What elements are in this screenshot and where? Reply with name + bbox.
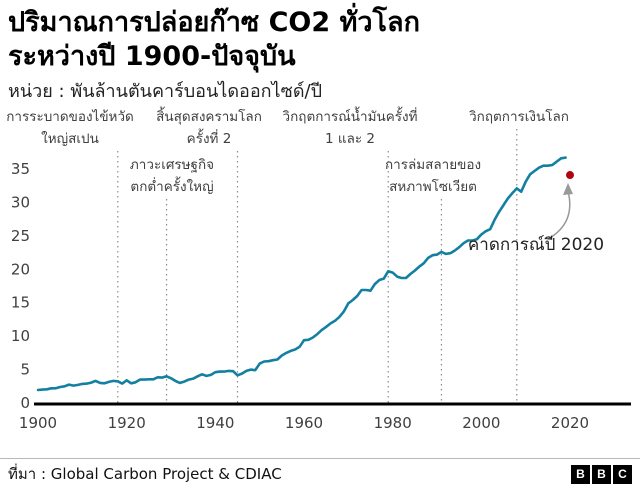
event-label: การระบาดของไข้หวัด (6, 109, 134, 125)
forecast-dot (566, 171, 574, 180)
event-label: ภาวะเศรษฐกิจ (130, 157, 214, 173)
y-tick-label: 5 (20, 361, 30, 379)
event-label: ครั้งที่ 2 (187, 128, 232, 147)
event-label: สหภาพโซเวียต (389, 178, 477, 195)
y-tick-label: 15 (11, 294, 30, 312)
forecast-label: คาดการณ์ปี 2020 (468, 235, 604, 255)
footer: ที่มา : Global Carbon Project & CDIAC B … (0, 458, 640, 489)
title-line-2: ระหว่างปี 1900-ปัจจุบัน (8, 41, 296, 72)
bbc-logo: B B C (571, 464, 632, 484)
y-tick-label: 10 (11, 327, 30, 345)
event-label: 1 และ 2 (325, 131, 375, 147)
y-tick-label: 35 (11, 160, 30, 178)
event-label: สิ้นสุดสงครามโลก (156, 106, 262, 125)
page-title: ปริมาณการปล่อยก๊าซ CO2 ทั่วโลก ระหว่างปี… (8, 6, 632, 74)
x-tick-label: 1900 (19, 414, 57, 432)
source-text: ที่มา : Global Carbon Project & CDIAC (8, 465, 282, 483)
event-label: วิกฤตการเงินโลก (469, 108, 569, 125)
x-tick-label: 2020 (551, 414, 589, 432)
x-tick-label: 1940 (196, 414, 234, 432)
event-label: วิกฤตการณ์น้ำมันครั้งที่ (282, 106, 417, 125)
title-line-1: ปริมาณการปล่อยก๊าซ CO2 ทั่วโลก (8, 7, 420, 38)
co2-line-chart: การระบาดของไข้หวัดใหญ่สเปนภาวะเศรษฐกิจตก… (6, 106, 631, 432)
bbc-logo-letter: B (592, 464, 611, 484)
x-tick-label: 1920 (108, 414, 146, 432)
event-label: ตกต่ำครั้งใหญ่ (130, 176, 213, 195)
y-tick-label: 0 (20, 394, 30, 412)
y-tick-label: 30 (11, 193, 30, 211)
co2-emissions-line (36, 156, 567, 392)
x-tick-label: 1980 (374, 414, 412, 432)
x-tick-label: 1960 (285, 414, 323, 432)
event-label: ใหญ่สเปน (41, 130, 99, 147)
bbc-logo-letter: B (571, 464, 590, 484)
event-label: การล่มสลายของ (385, 157, 481, 173)
x-tick-label: 2000 (462, 414, 500, 432)
y-tick-label: 20 (11, 260, 30, 278)
y-tick-label: 25 (11, 227, 30, 245)
bbc-logo-letter: C (613, 464, 632, 484)
forecast-arrowhead (563, 183, 573, 196)
chart-unit-subtitle: หน่วย : พันล้านตันคาร์บอนไดออกไซด์/ปี (8, 81, 323, 102)
forecast-arrow (547, 190, 571, 240)
